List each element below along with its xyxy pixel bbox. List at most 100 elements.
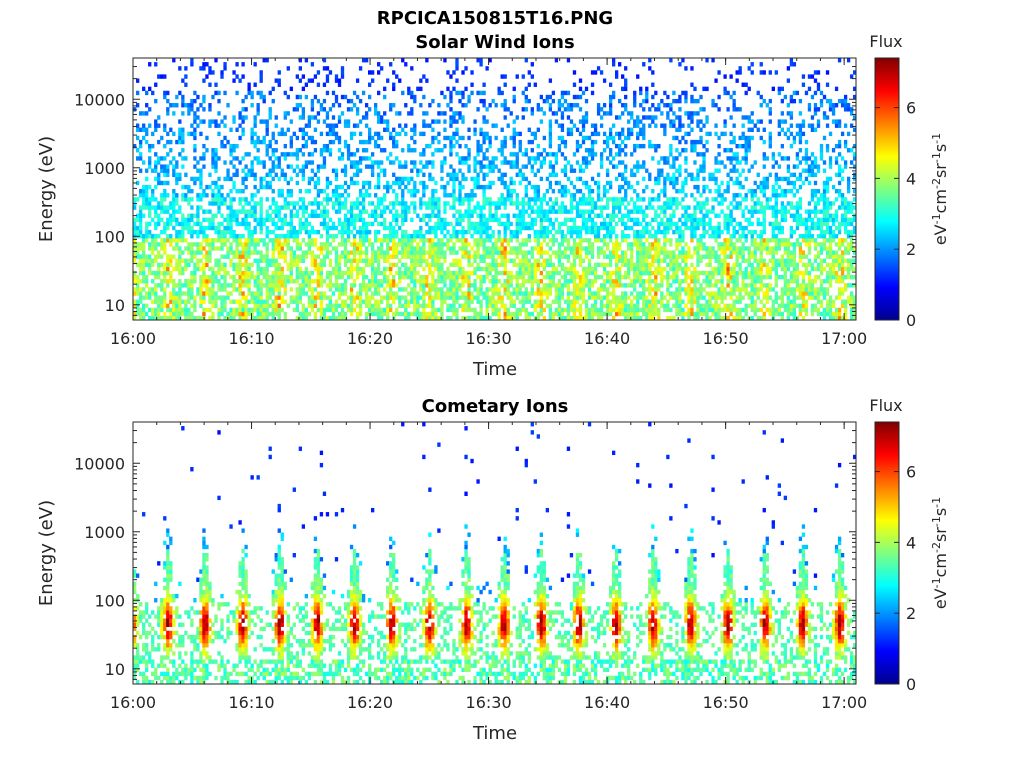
heatmap-cell xyxy=(615,201,619,206)
heatmap-cell xyxy=(355,266,360,272)
heatmap-cell xyxy=(509,299,513,304)
heatmap-cell xyxy=(383,311,387,317)
heatmap-cell xyxy=(295,246,299,251)
heatmap-cell xyxy=(295,238,299,243)
heatmap-cell xyxy=(497,168,501,173)
heatmap-cell xyxy=(611,254,616,259)
heatmap-cell xyxy=(283,172,287,178)
heatmap-cell xyxy=(398,225,402,231)
heatmap-cell xyxy=(506,160,510,165)
heatmap-cell xyxy=(615,307,619,313)
heatmap-cell xyxy=(533,291,537,296)
heatmap-cell xyxy=(178,283,182,288)
heatmap-cell xyxy=(334,184,339,190)
heatmap-cell xyxy=(581,238,586,243)
heatmap-cell xyxy=(352,279,357,284)
heatmap-cell xyxy=(352,221,357,227)
heatmap-cell xyxy=(226,238,230,243)
heatmap-cell xyxy=(605,197,610,202)
heatmap-cell xyxy=(581,270,586,276)
heatmap-cell xyxy=(497,250,501,255)
heatmap-cell xyxy=(425,111,429,116)
heatmap-cell xyxy=(377,115,381,120)
heatmap-cell xyxy=(184,172,188,178)
heatmap-cell xyxy=(223,197,227,202)
heatmap-cell xyxy=(578,78,583,83)
heatmap-cell xyxy=(349,152,354,157)
heatmap-cell xyxy=(139,234,143,239)
heatmap-cell xyxy=(386,315,390,321)
heatmap-cell xyxy=(548,152,553,157)
heatmap-cell xyxy=(190,62,194,67)
heatmap-cell xyxy=(431,152,435,157)
heatmap-cell xyxy=(166,217,170,223)
heatmap-cell xyxy=(304,229,309,235)
heatmap-cell xyxy=(497,311,501,317)
heatmap-cell xyxy=(247,168,251,173)
heatmap-cell xyxy=(241,168,245,173)
heatmap-cell xyxy=(328,107,333,112)
heatmap-cell xyxy=(172,201,176,206)
heatmap-cell xyxy=(485,299,489,304)
heatmap-cell xyxy=(560,201,565,206)
heatmap-cell xyxy=(196,258,200,263)
heatmap-cell xyxy=(624,303,628,309)
heatmap-cell xyxy=(199,258,203,263)
heatmap-cell xyxy=(608,213,613,218)
heatmap-cell xyxy=(377,176,381,182)
heatmap-cell xyxy=(154,291,158,296)
heatmap-cell xyxy=(199,66,203,71)
heatmap-cell xyxy=(473,307,477,313)
heatmap-cell xyxy=(352,172,357,178)
heatmap-cell xyxy=(280,172,284,178)
heatmap-cell xyxy=(193,303,197,309)
heatmap-cell xyxy=(346,193,351,198)
heatmap-cell xyxy=(584,119,589,124)
heatmap-cell xyxy=(560,90,565,96)
heatmap-cell xyxy=(139,225,143,231)
heatmap-cell xyxy=(578,262,583,268)
heatmap-cell xyxy=(139,270,143,276)
heatmap-cell xyxy=(509,180,513,186)
heatmap-cell xyxy=(211,311,215,317)
heatmap-cell xyxy=(624,291,628,296)
heatmap-cell xyxy=(307,123,312,128)
heatmap-cell xyxy=(422,123,426,128)
heatmap-cell xyxy=(500,270,504,276)
heatmap-cell xyxy=(322,148,327,153)
heatmap-cell xyxy=(615,143,619,149)
heatmap-cell xyxy=(334,315,339,321)
heatmap-cell xyxy=(142,193,146,198)
heatmap-cell xyxy=(467,258,471,263)
heatmap-cell xyxy=(235,262,239,268)
heatmap-cell xyxy=(151,315,155,321)
heatmap-cell xyxy=(584,221,589,227)
heatmap-cell xyxy=(584,315,589,321)
heatmap-cell xyxy=(608,111,613,116)
heatmap-cell xyxy=(259,90,263,96)
heatmap-cell xyxy=(217,234,221,239)
heatmap-cell xyxy=(539,107,543,112)
heatmap-cell xyxy=(386,180,390,186)
heatmap-cell xyxy=(274,287,278,292)
heatmap-cell xyxy=(578,291,583,296)
heatmap-cell xyxy=(271,242,275,247)
heatmap-cell xyxy=(358,225,363,231)
heatmap-cell xyxy=(605,213,610,218)
heatmap-cell xyxy=(584,311,589,317)
heatmap-cell xyxy=(533,307,537,313)
heatmap-cell xyxy=(355,291,360,296)
heatmap-cell xyxy=(449,90,453,96)
heatmap-cell xyxy=(524,98,528,104)
heatmap-cell xyxy=(310,103,315,108)
heatmap-cell xyxy=(404,299,408,304)
heatmap-cell xyxy=(253,217,257,223)
heatmap-cell xyxy=(319,283,324,288)
heatmap-cell xyxy=(599,164,604,169)
heatmap-cell xyxy=(584,303,589,309)
heatmap-cell xyxy=(374,213,378,218)
heatmap-cell xyxy=(316,205,321,210)
heatmap-cell xyxy=(503,258,507,263)
heatmap-cell xyxy=(473,168,477,173)
heatmap-cell xyxy=(250,213,254,218)
